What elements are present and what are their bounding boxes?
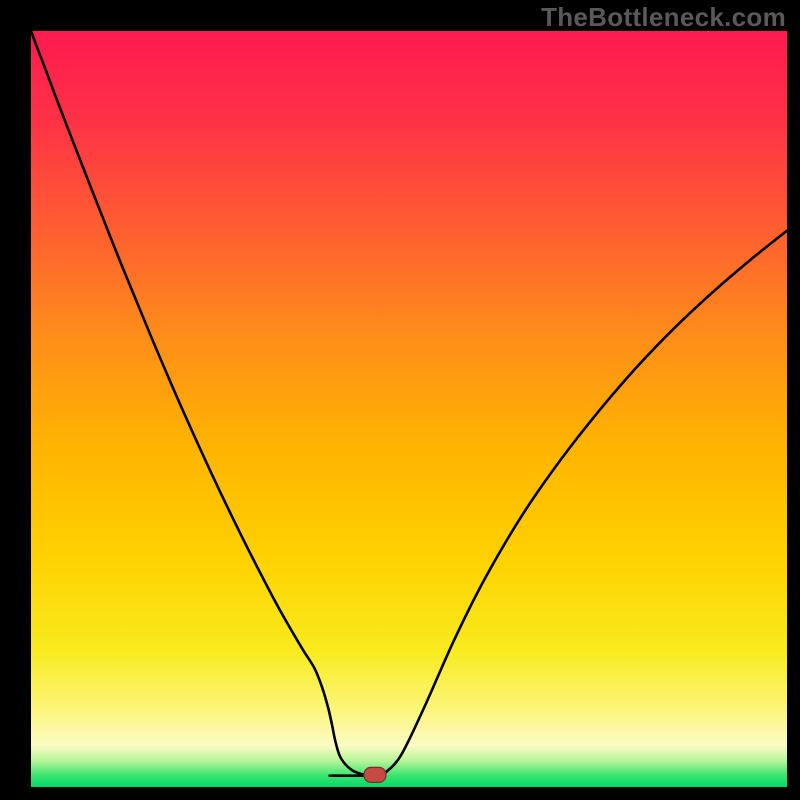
bottleneck-marker	[364, 767, 386, 782]
chart-svg	[0, 0, 800, 800]
watermark-text: TheBottleneck.com	[541, 2, 786, 33]
chart-stage: TheBottleneck.com	[0, 0, 800, 800]
plot-background	[31, 31, 787, 787]
